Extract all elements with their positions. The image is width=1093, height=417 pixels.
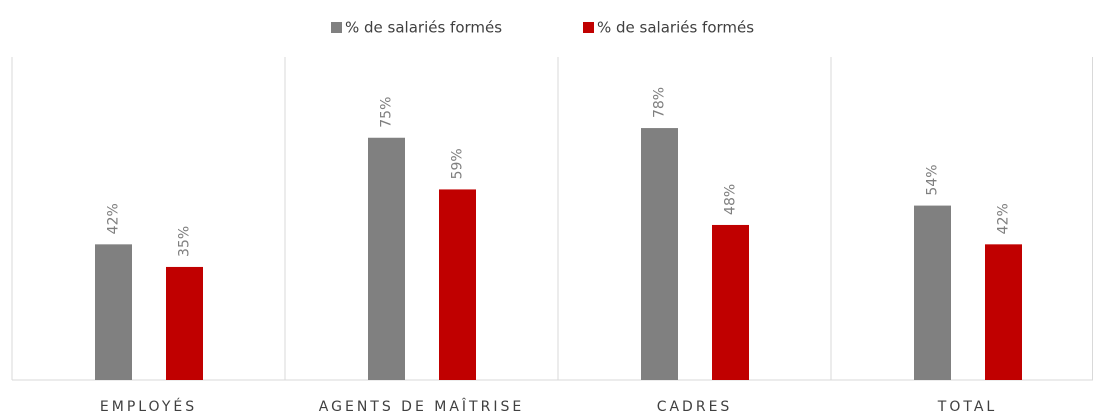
legend-label: % de salariés formés: [345, 19, 502, 37]
data-label: 48%: [723, 184, 739, 215]
x-tick-label: EMPLOYÉS: [100, 398, 197, 415]
legend-swatch: [331, 22, 342, 33]
bar: [439, 189, 476, 380]
bar: [166, 266, 203, 380]
bar: [914, 205, 951, 380]
bar: [985, 244, 1022, 380]
data-label: 35%: [177, 226, 193, 257]
bar: [95, 244, 132, 380]
bar: [712, 224, 749, 380]
data-label: 54%: [925, 164, 941, 195]
data-label: 59%: [450, 148, 466, 179]
data-label: 42%: [106, 203, 122, 234]
x-tick-label: AGENTS DE MAÎTRISE: [319, 397, 524, 415]
bar: [368, 137, 405, 380]
legend-label: % de salariés formés: [597, 19, 754, 37]
data-label: 78%: [652, 87, 668, 118]
bar: [641, 128, 678, 380]
x-tick-label: TOTAL: [937, 399, 997, 415]
x-tick-label: CADRES: [657, 399, 733, 415]
legend-swatch: [583, 22, 594, 33]
data-label: 75%: [379, 97, 395, 128]
data-label: 42%: [996, 203, 1012, 234]
